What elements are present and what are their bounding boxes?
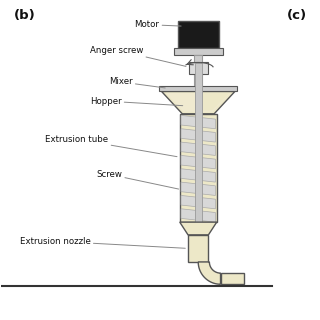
Text: (b): (b) [13,9,35,22]
Polygon shape [200,93,229,111]
Polygon shape [181,156,215,169]
Polygon shape [181,182,215,196]
Text: Motor: Motor [134,20,181,29]
Polygon shape [181,129,215,142]
FancyBboxPatch shape [178,21,219,49]
Polygon shape [181,196,215,209]
Polygon shape [181,116,215,129]
FancyBboxPatch shape [173,49,223,55]
Text: Hopper: Hopper [90,97,183,106]
Text: Mixer: Mixer [109,77,165,88]
Polygon shape [181,142,215,156]
Polygon shape [165,93,231,112]
Text: Screw: Screw [96,170,179,189]
Polygon shape [162,92,235,114]
Polygon shape [180,222,217,235]
FancyBboxPatch shape [159,86,237,92]
Text: Extrusion tube: Extrusion tube [45,135,177,157]
Polygon shape [181,209,215,222]
FancyBboxPatch shape [194,55,202,90]
Polygon shape [198,262,220,284]
Polygon shape [188,235,208,262]
Text: Extrusion nozzle: Extrusion nozzle [20,237,185,248]
Text: (c): (c) [286,9,307,22]
Polygon shape [220,273,244,284]
FancyBboxPatch shape [189,62,208,74]
FancyBboxPatch shape [180,114,217,222]
Text: Anger screw: Anger screw [90,45,186,66]
Polygon shape [181,169,215,182]
FancyBboxPatch shape [195,63,202,225]
